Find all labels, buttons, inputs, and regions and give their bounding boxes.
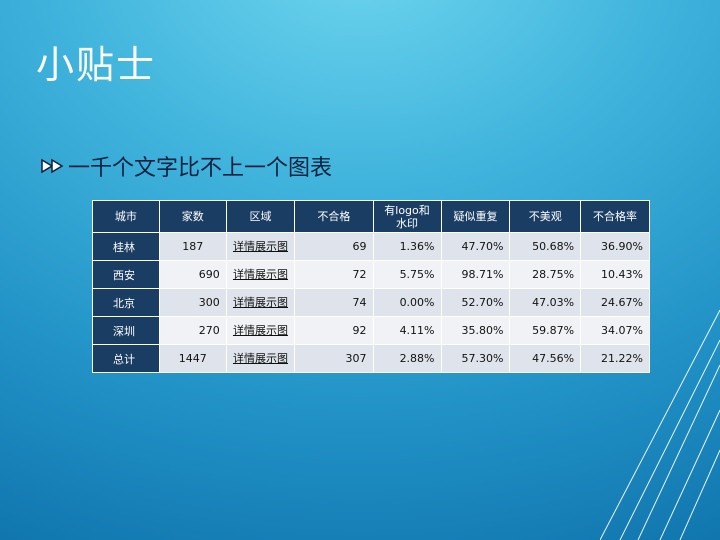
cell-logo: 2.88% <box>372 344 442 373</box>
table-header-row: 城市 家数 区域 不合格 有logo和水印 疑似重复 不美观 不合格率 <box>92 200 650 233</box>
cell-rate: 21.22% <box>580 344 650 373</box>
table-row-total: 总计 1447 详情展示图 307 2.88% 57.30% 47.56% 21… <box>92 344 650 373</box>
cell-ugly: 28.75% <box>509 260 582 289</box>
cell-rate: 10.43% <box>580 260 650 289</box>
cell-ugly: 47.03% <box>509 288 582 317</box>
table-row: 西安 690 详情展示图 72 5.75% 98.71% 28.75% 10.4… <box>92 260 650 289</box>
cell-ugly: 59.87% <box>509 316 582 345</box>
cell-region-link[interactable]: 详情展示图 <box>225 260 296 289</box>
cell-city: 西安 <box>92 260 160 289</box>
cell-fail: 307 <box>294 344 374 373</box>
cell-dup: 35.80% <box>440 316 511 345</box>
bullet-text: 一千个文字比不上一个图表 <box>68 156 333 181</box>
cell-dup: 57.30% <box>440 344 511 373</box>
cell-region-link[interactable]: 详情展示图 <box>225 316 296 345</box>
cell-city: 总计 <box>92 344 160 373</box>
cell-logo: 0.00% <box>372 288 442 317</box>
cell-region-link[interactable]: 详情展示图 <box>225 288 296 317</box>
header-count: 家数 <box>158 200 227 233</box>
table-row: 桂林 187 详情展示图 69 1.36% 47.70% 50.68% 36.9… <box>92 232 650 261</box>
cell-fail: 69 <box>294 232 374 261</box>
cell-fail: 92 <box>294 316 374 345</box>
region-link-text[interactable]: 详情展示图 <box>232 295 288 309</box>
header-rate: 不合格率 <box>580 200 650 233</box>
table-row: 北京 300 详情展示图 74 0.00% 52.70% 47.03% 24.6… <box>92 288 650 317</box>
cell-rate: 34.07% <box>580 316 650 345</box>
region-link-text[interactable]: 详情展示图 <box>232 323 288 337</box>
table-row: 深圳 270 详情展示图 92 4.11% 35.80% 59.87% 34.0… <box>92 316 650 345</box>
double-arrow-bullet-icon <box>41 158 64 174</box>
cell-count: 270 <box>158 316 227 345</box>
region-link-text[interactable]: 详情展示图 <box>232 267 288 281</box>
region-link-text[interactable]: 详情展示图 <box>232 239 288 253</box>
cell-logo: 4.11% <box>372 316 442 345</box>
cell-fail: 74 <box>294 288 374 317</box>
cell-logo: 5.75% <box>372 260 442 289</box>
cell-region-link[interactable]: 详情展示图 <box>225 232 296 261</box>
cell-ugly: 50.68% <box>509 232 582 261</box>
cell-region-link[interactable]: 详情展示图 <box>225 344 296 373</box>
bullet-point: 一千个文字比不上一个图表 <box>40 150 332 182</box>
header-city: 城市 <box>92 200 160 233</box>
cell-dup: 52.70% <box>440 288 511 317</box>
header-dup: 疑似重复 <box>440 200 511 233</box>
header-region: 区域 <box>225 200 296 233</box>
cell-count: 300 <box>158 288 227 317</box>
slide-title: 小贴士 <box>36 43 157 87</box>
cell-fail: 72 <box>294 260 374 289</box>
cell-city: 北京 <box>92 288 160 317</box>
header-ugly: 不美观 <box>509 200 582 233</box>
cell-count: 690 <box>158 260 227 289</box>
cell-dup: 47.70% <box>440 232 511 261</box>
cell-city: 深圳 <box>92 316 160 345</box>
cell-ugly: 47.56% <box>509 344 582 373</box>
region-link-text[interactable]: 详情展示图 <box>232 351 288 365</box>
cell-dup: 98.71% <box>440 260 511 289</box>
data-table: 城市 家数 区域 不合格 有logo和水印 疑似重复 不美观 不合格率 桂林 1… <box>92 200 650 373</box>
header-logo: 有logo和水印 <box>372 200 442 233</box>
decorative-lines <box>600 309 720 540</box>
cell-count: 1447 <box>158 344 227 373</box>
cell-count: 187 <box>158 232 227 261</box>
cell-logo: 1.36% <box>372 232 442 261</box>
cell-rate: 24.67% <box>580 288 650 317</box>
header-fail: 不合格 <box>294 200 374 233</box>
cell-rate: 36.90% <box>580 232 650 261</box>
cell-city: 桂林 <box>92 232 160 261</box>
